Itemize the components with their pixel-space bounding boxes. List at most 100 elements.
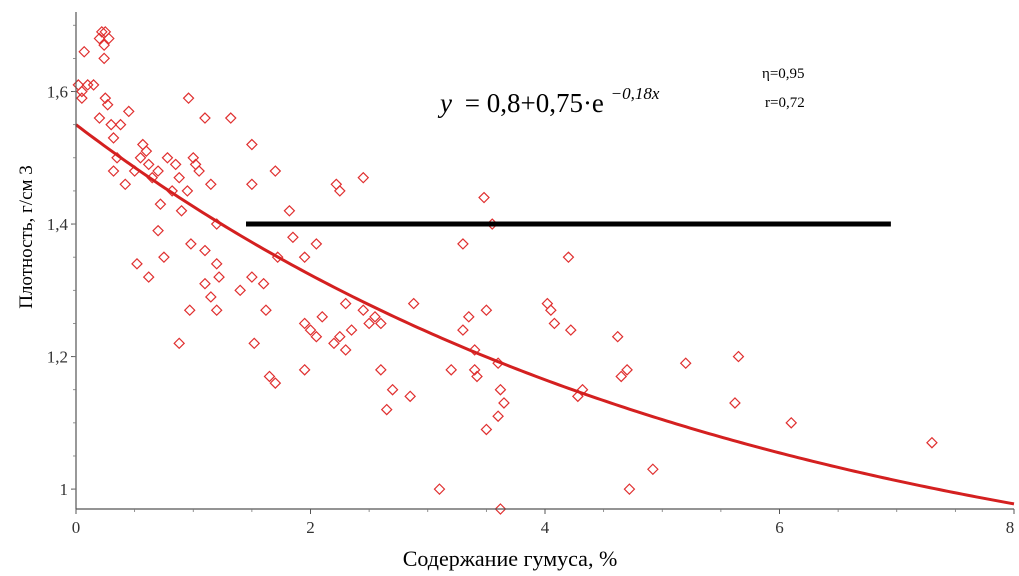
data-point xyxy=(298,363,311,376)
data-point xyxy=(181,185,194,197)
data-point xyxy=(468,344,481,356)
data-point xyxy=(152,165,164,177)
x-tick-label: 0 xyxy=(72,518,81,537)
data-point xyxy=(98,52,110,65)
data-point xyxy=(357,171,370,184)
data-point xyxy=(161,151,174,164)
data-point xyxy=(119,178,132,191)
data-point xyxy=(246,138,258,151)
data-point xyxy=(105,118,118,131)
equation-exponent: −0,18x xyxy=(611,84,660,103)
data-point xyxy=(199,112,211,124)
data-point xyxy=(99,92,112,104)
data-point xyxy=(926,436,938,449)
y-axis-label: Плотность, г/см 3 xyxy=(16,165,37,309)
data-point xyxy=(76,92,88,104)
data-point xyxy=(173,171,186,184)
data-point xyxy=(204,291,217,303)
data-point xyxy=(541,297,554,310)
data-point xyxy=(304,324,317,336)
data-point xyxy=(478,191,490,204)
data-point xyxy=(101,98,114,111)
data-point xyxy=(134,151,147,164)
data-point xyxy=(548,317,561,330)
data-point xyxy=(193,165,205,177)
data-point xyxy=(471,370,483,383)
data-point xyxy=(87,79,100,91)
data-point xyxy=(445,363,458,376)
data-point xyxy=(679,357,692,370)
data-point xyxy=(263,370,276,383)
data-point xyxy=(333,330,346,343)
data-point xyxy=(93,112,106,124)
data-point xyxy=(545,304,557,317)
data-point xyxy=(78,45,91,58)
data-point xyxy=(404,390,417,403)
data-point xyxy=(375,363,387,376)
x-tick-label: 6 xyxy=(775,518,784,537)
data-point xyxy=(182,92,195,104)
data-point xyxy=(457,324,469,336)
data-point xyxy=(369,310,381,323)
data-point xyxy=(154,198,167,211)
data-point xyxy=(248,337,261,350)
data-point xyxy=(345,324,358,336)
data-point xyxy=(562,251,575,264)
data-point xyxy=(492,410,504,423)
data-point xyxy=(246,271,258,283)
y-tick-label: 1,6 xyxy=(47,83,68,102)
data-point xyxy=(234,284,246,297)
data-point xyxy=(93,32,106,45)
data-point xyxy=(611,330,624,343)
data-point xyxy=(142,271,155,283)
data-point xyxy=(142,158,155,171)
data-point xyxy=(187,151,200,164)
data-point xyxy=(158,251,170,264)
data-point xyxy=(433,483,446,495)
data-point xyxy=(462,310,475,323)
data-point xyxy=(131,257,143,270)
data-point xyxy=(357,304,370,317)
data-point xyxy=(199,277,211,290)
data-point xyxy=(310,238,323,250)
y-tick-label: 1,2 xyxy=(47,348,68,367)
data-point xyxy=(468,363,481,376)
data-point xyxy=(107,132,120,144)
data-point xyxy=(173,337,186,350)
data-points xyxy=(72,26,938,515)
data-point xyxy=(328,337,340,350)
data-point xyxy=(647,463,659,476)
data-point xyxy=(269,377,282,389)
data-point xyxy=(571,390,584,403)
y-ticks: 1 1,2 1,4 1,6 xyxy=(47,24,76,499)
data-point xyxy=(330,178,343,191)
x-axis-label: Содержание гумуса, % xyxy=(403,546,618,571)
x-tick-label: 2 xyxy=(306,518,315,537)
data-point xyxy=(615,370,628,383)
r-stat: r=0,72 xyxy=(765,95,805,111)
data-point xyxy=(152,224,164,237)
data-point xyxy=(185,238,197,250)
data-point xyxy=(98,39,110,51)
data-point xyxy=(260,304,272,317)
data-point xyxy=(169,158,182,171)
data-point xyxy=(140,145,153,158)
data-point xyxy=(298,251,311,264)
data-point xyxy=(136,138,149,151)
data-point xyxy=(210,304,223,317)
data-point xyxy=(333,185,346,197)
equation-y: y xyxy=(437,88,452,118)
data-point xyxy=(269,165,282,177)
data-point xyxy=(213,271,225,283)
data-point xyxy=(287,231,299,244)
data-point xyxy=(122,105,135,118)
equation-base: = 0,8+0,75·e xyxy=(465,88,604,118)
data-point xyxy=(498,397,510,409)
data-point xyxy=(114,118,127,131)
fit-curve xyxy=(75,123,1015,506)
data-point xyxy=(95,26,108,38)
data-point xyxy=(386,383,399,396)
y-tick-label: 1 xyxy=(60,480,69,499)
data-point xyxy=(621,363,633,376)
